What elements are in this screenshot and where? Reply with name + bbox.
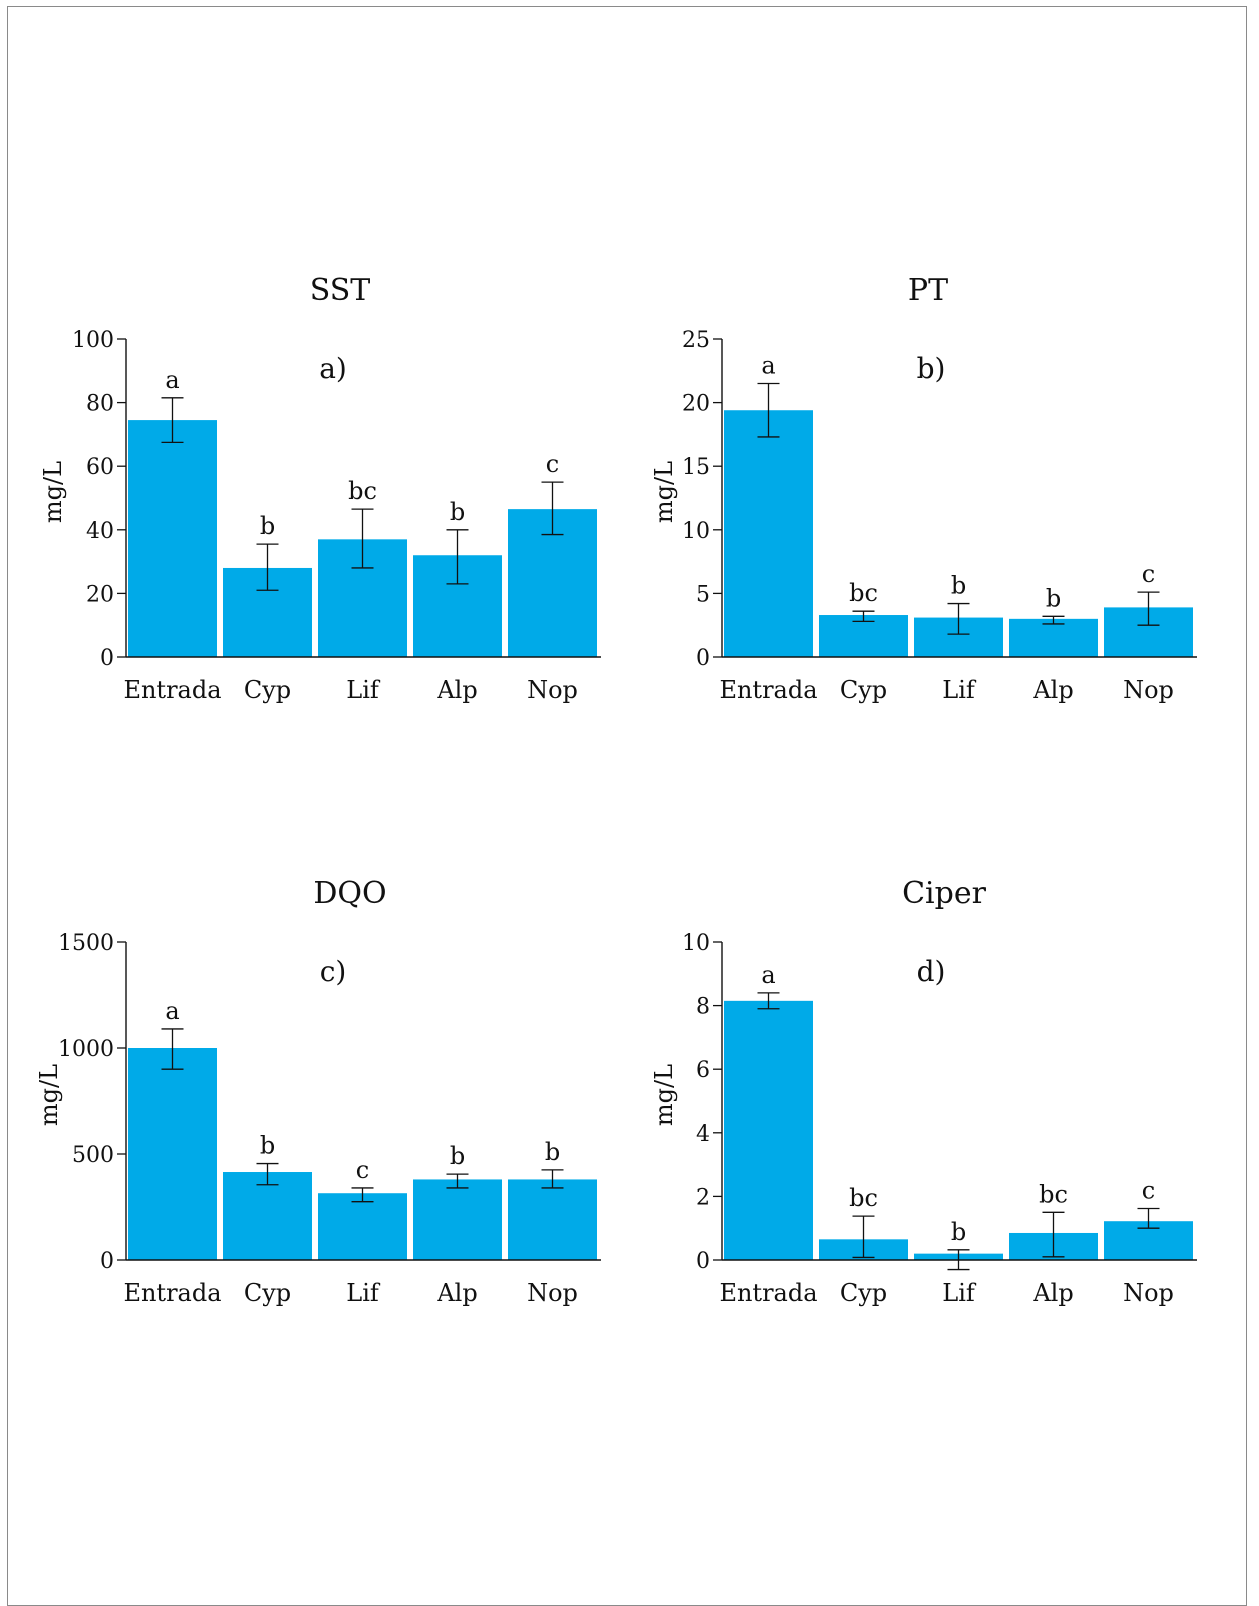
- x-tick-label: Entrada: [719, 1279, 817, 1307]
- bar: [223, 1172, 312, 1260]
- significance-label: b: [450, 1142, 465, 1170]
- significance-label: bc: [849, 1184, 878, 1212]
- y-tick-label: 5: [696, 582, 710, 607]
- significance-label: c: [1142, 1176, 1155, 1204]
- panel-label: a): [319, 352, 347, 385]
- bar: [128, 1048, 217, 1260]
- significance-label: bc: [1039, 1180, 1068, 1208]
- panel-label: c): [320, 955, 347, 988]
- x-tick-label: Lif: [942, 676, 977, 704]
- y-tick-label: 0: [696, 646, 710, 671]
- panel-label: d): [917, 955, 946, 988]
- significance-label: bc: [849, 579, 878, 607]
- x-tick-label: Cyp: [840, 1279, 887, 1307]
- x-tick-label: Alp: [436, 676, 477, 704]
- y-tick-label: 500: [72, 1143, 114, 1168]
- significance-label: c: [1142, 560, 1155, 588]
- y-tick-label: 15: [682, 455, 710, 480]
- chart-title: PT: [908, 273, 948, 308]
- bar: [1009, 618, 1098, 657]
- x-tick-label: Cyp: [244, 1279, 291, 1307]
- y-tick-label: 1000: [58, 1037, 114, 1062]
- significance-label: b: [951, 572, 966, 600]
- y-tick-label: 40: [86, 519, 114, 544]
- significance-label: c: [356, 1156, 369, 1184]
- panel-label: b): [917, 352, 946, 385]
- y-axis-label: mg/L: [650, 461, 678, 523]
- x-tick-label: Entrada: [719, 676, 817, 704]
- y-tick-label: 80: [86, 392, 114, 417]
- bar: [128, 420, 217, 657]
- chart-title: Ciper: [902, 876, 987, 911]
- x-tick-label: Entrada: [123, 676, 221, 704]
- y-tick-label: 0: [696, 1249, 710, 1274]
- x-tick-label: Cyp: [840, 676, 887, 704]
- significance-label: b: [450, 498, 465, 526]
- y-tick-label: 20: [86, 582, 114, 607]
- y-axis-label: mg/L: [39, 461, 67, 523]
- x-tick-label: Entrada: [123, 1279, 221, 1307]
- chart-title: SST: [310, 273, 371, 308]
- x-tick-label: Lif: [346, 676, 381, 704]
- chart-title: DQO: [313, 876, 386, 911]
- significance-label: b: [545, 1138, 560, 1166]
- y-tick-label: 10: [682, 931, 710, 956]
- significance-label: b: [951, 1218, 966, 1246]
- x-tick-label: Alp: [1032, 1279, 1073, 1307]
- chart-pt: PT b) mg/L a Entrada bc Cyp b Lif b Alp c Nop 0 5 10…: [650, 273, 1197, 704]
- bar: [508, 1179, 597, 1260]
- significance-label: bc: [348, 477, 377, 505]
- y-tick-label: 4: [696, 1122, 710, 1147]
- significance-label: b: [1046, 584, 1061, 612]
- bar: [413, 1179, 502, 1260]
- x-tick-label: Lif: [346, 1279, 381, 1307]
- y-tick-label: 0: [100, 1249, 114, 1274]
- x-tick-label: Nop: [1123, 676, 1174, 704]
- bar: [318, 1193, 407, 1260]
- significance-label: c: [546, 450, 559, 478]
- significance-label: b: [260, 1132, 275, 1160]
- y-axis-label: mg/L: [35, 1064, 63, 1126]
- chart-dqo: DQO c) mg/L a Entrada b Cyp c Lif b Alp b Nop 0 500…: [35, 876, 601, 1307]
- y-axis-label: mg/L: [650, 1064, 678, 1126]
- x-tick-label: Alp: [1032, 676, 1073, 704]
- y-tick-label: 8: [696, 995, 710, 1020]
- significance-label: a: [165, 997, 179, 1025]
- y-tick-label: 60: [86, 455, 114, 480]
- chart-sst: SST a) mg/L a Entrada b Cyp bc Lif b Alp c Nop 0 20…: [39, 273, 601, 704]
- x-tick-label: Cyp: [244, 676, 291, 704]
- x-tick-label: Nop: [1123, 1279, 1174, 1307]
- y-tick-label: 1500: [58, 931, 114, 956]
- y-tick-label: 10: [682, 519, 710, 544]
- y-tick-label: 2: [696, 1185, 710, 1210]
- x-tick-label: Nop: [527, 676, 578, 704]
- significance-label: b: [260, 512, 275, 540]
- y-tick-label: 100: [72, 328, 114, 353]
- chart-ciper: Ciper d) mg/L a Entrada bc Cyp b Lif bc Alp c Nop…: [650, 876, 1197, 1307]
- y-tick-label: 25: [682, 328, 710, 353]
- y-tick-label: 6: [696, 1058, 710, 1083]
- x-tick-label: Nop: [527, 1279, 578, 1307]
- y-tick-label: 0: [100, 646, 114, 671]
- significance-label: a: [761, 352, 775, 380]
- x-tick-label: Lif: [942, 1279, 977, 1307]
- bar: [724, 410, 813, 657]
- x-tick-label: Alp: [436, 1279, 477, 1307]
- significance-label: a: [165, 366, 179, 394]
- y-tick-label: 20: [682, 392, 710, 417]
- bar: [724, 1000, 813, 1260]
- significance-label: a: [761, 961, 775, 989]
